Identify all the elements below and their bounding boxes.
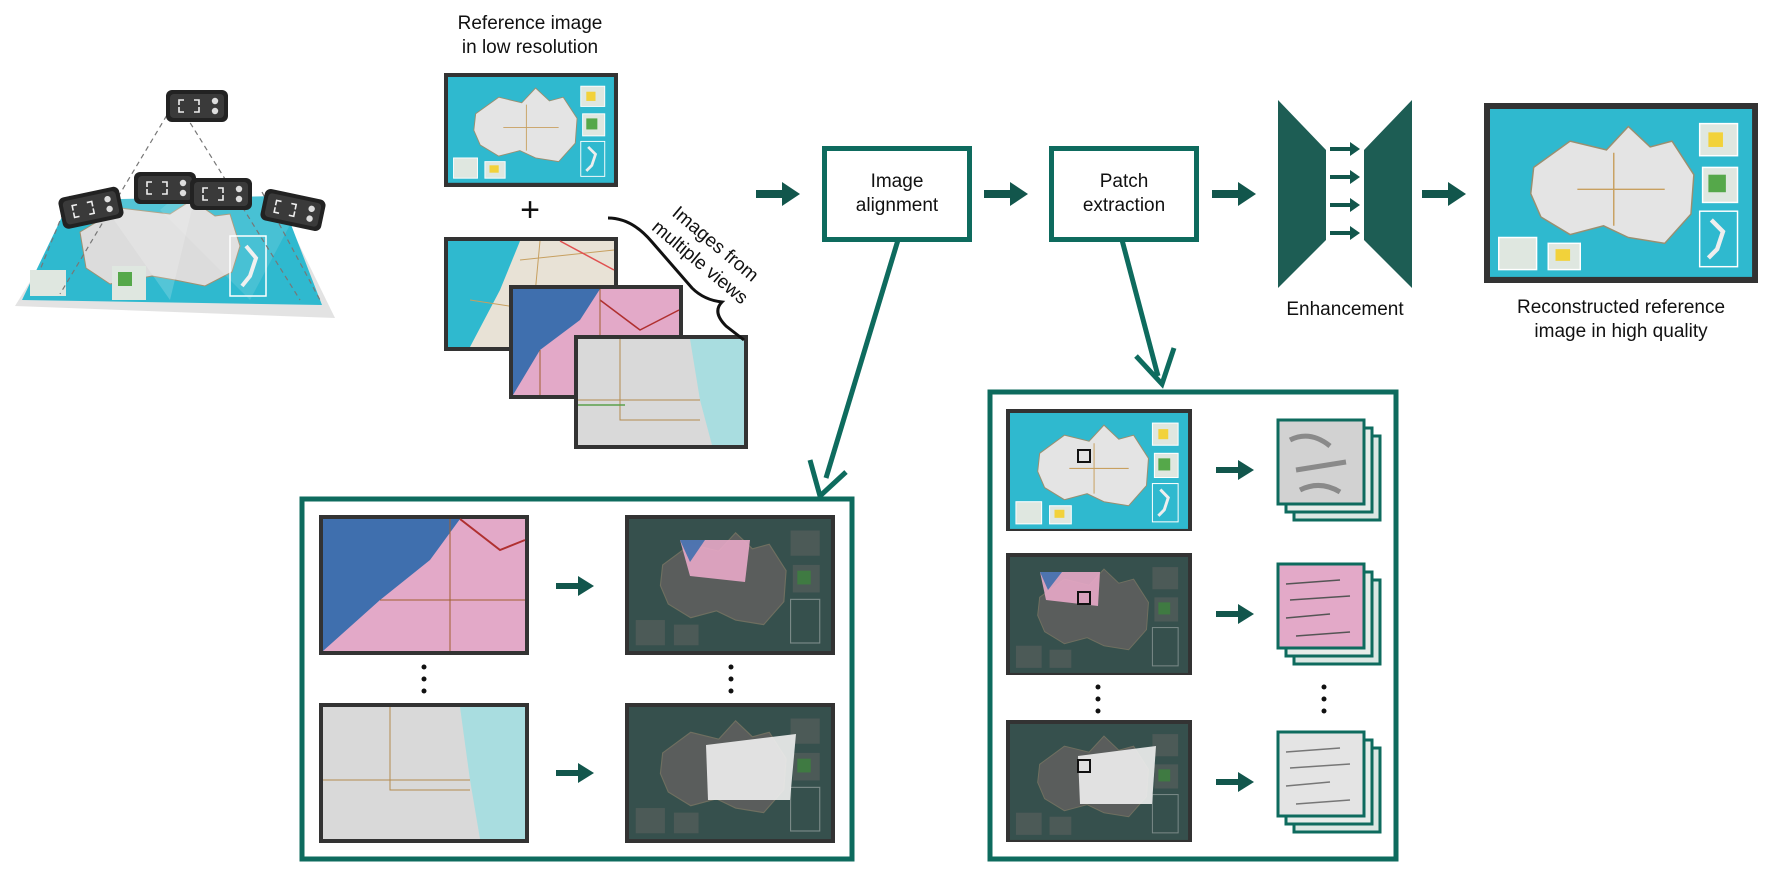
patch-stack-icon xyxy=(1278,564,1380,664)
patch-detail-arrow xyxy=(1122,240,1174,384)
reconstructed-label: Reconstructed reference image in high qu… xyxy=(1490,296,1752,344)
patch-stack-icon xyxy=(1278,732,1380,832)
enhancement-label: Enhancement xyxy=(1270,298,1420,322)
camera-icon xyxy=(190,178,252,210)
plus-sign: + xyxy=(512,190,548,230)
patch-stack-icon xyxy=(1278,420,1380,520)
camera-icon xyxy=(134,172,196,204)
reconstructed-map xyxy=(1484,103,1758,283)
camera-scene xyxy=(15,90,335,318)
reference-low-res-map xyxy=(444,73,618,187)
right-arrow-icon xyxy=(984,182,1028,206)
patch-extraction-box: Patch extraction xyxy=(1049,146,1199,242)
right-arrow-icon xyxy=(1212,182,1256,206)
right-arrow-icon xyxy=(1422,182,1466,206)
image-alignment-box: Image alignment xyxy=(822,146,972,242)
reference-low-res-label: Reference image in low resolution xyxy=(430,12,630,60)
right-arrow-icon xyxy=(756,182,800,206)
alignment-detail-arrow xyxy=(810,240,898,496)
encoder-decoder-icon xyxy=(1278,100,1412,288)
camera-icon xyxy=(166,90,228,122)
